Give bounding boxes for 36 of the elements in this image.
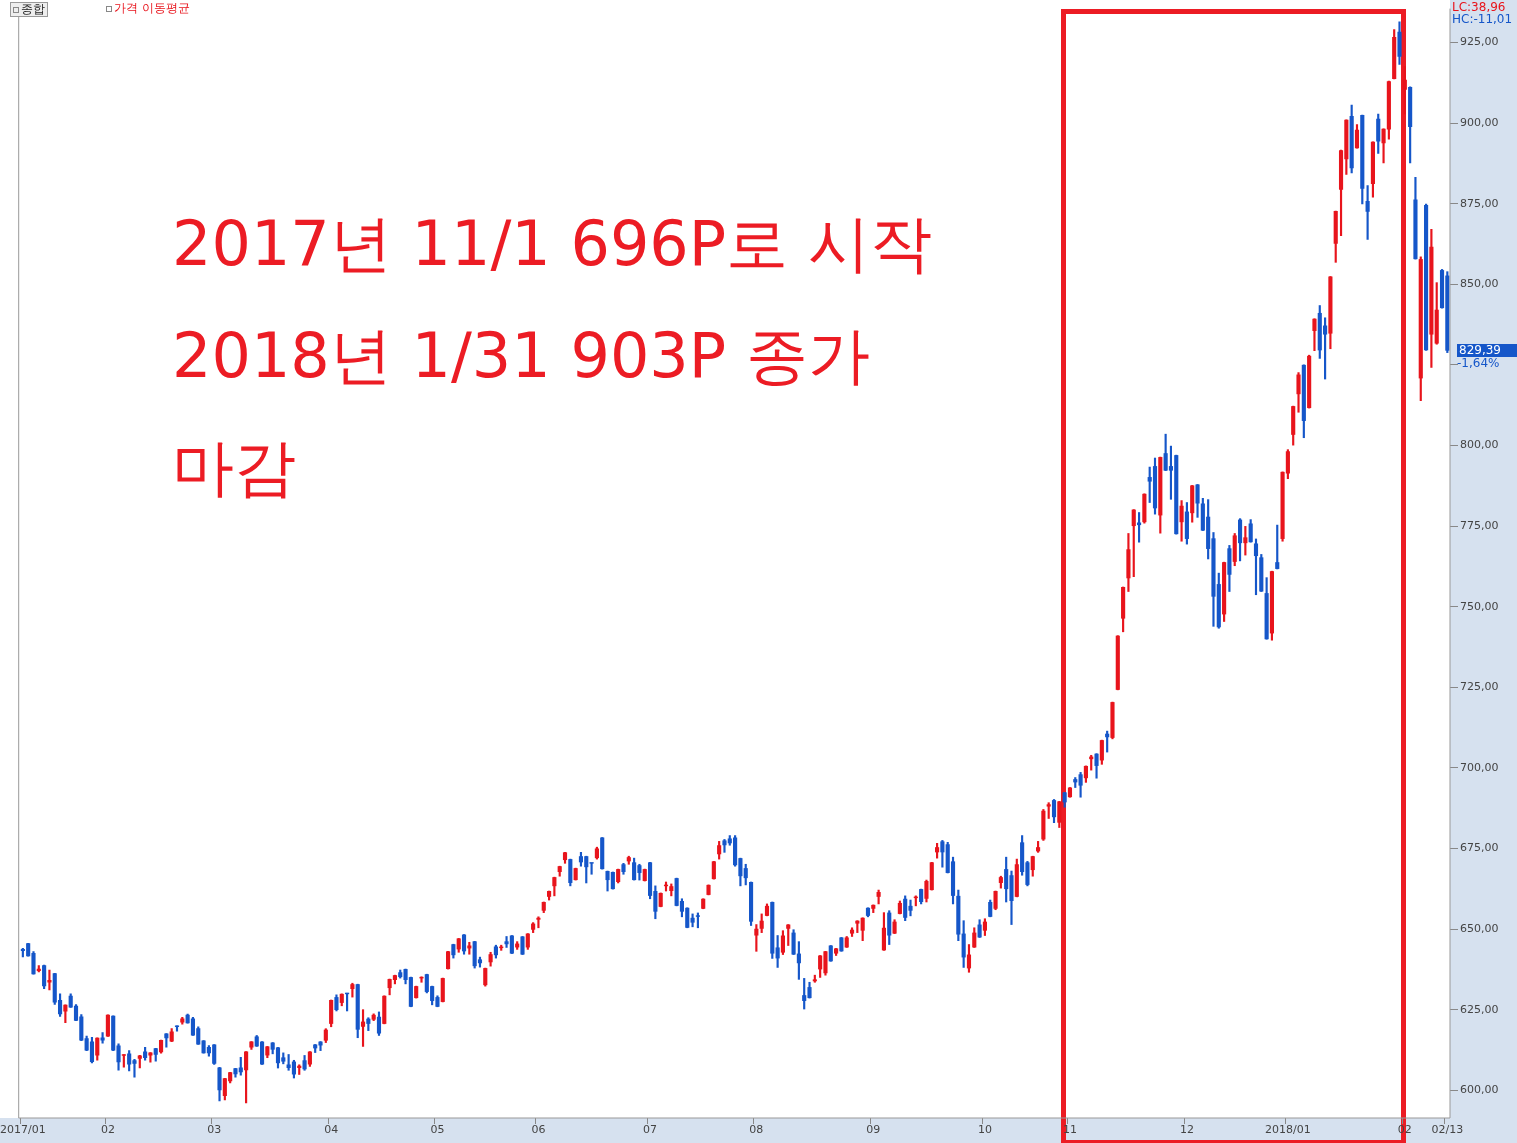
candlestick (536, 916, 541, 929)
candlestick (47, 969, 52, 991)
y-tick-label: 850,00 (1460, 277, 1499, 291)
text: -1,64% (1457, 355, 1500, 370)
y-tick-label: 875,00 (1460, 196, 1499, 210)
x-tick-label: 12 (1179, 1123, 1194, 1137)
x-tick-label: 07 (643, 1123, 658, 1137)
x-tick-label: 2018/01 (1265, 1123, 1311, 1137)
candlestick (1312, 318, 1317, 351)
y-tick-label: 775,00 (1460, 518, 1499, 532)
x-tick-label: 02/13 (1431, 1123, 1464, 1137)
y-tick-label: 625,00 (1460, 1002, 1499, 1016)
y-tick-label: 925,00 (1460, 35, 1499, 49)
x-tick-label: 10 (977, 1123, 992, 1137)
x-tick-label: 04 (324, 1123, 339, 1137)
y-tick-label: 600,00 (1460, 1083, 1499, 1097)
x-tick-label: 08 (749, 1123, 764, 1137)
y-tick-label: 675,00 (1460, 841, 1499, 855)
x-tick-label: 09 (866, 1123, 881, 1137)
annotation: 종합 (21, 2, 45, 16)
annotation: 가격 이동평균 (114, 1, 190, 15)
y-tick-label: 700,00 (1460, 760, 1499, 774)
y-tick-label: 800,00 (1460, 438, 1499, 452)
x-tick-label: 05 (430, 1123, 445, 1137)
y-tick-label: 725,00 (1460, 680, 1499, 694)
y-tick-label: 750,00 (1460, 599, 1499, 613)
x-tick-label: 03 (207, 1123, 222, 1137)
x-tick-label: 2017/01 (0, 1123, 46, 1137)
text: HC:-11,01 (1452, 12, 1513, 26)
y-tick-label: 650,00 (1460, 921, 1499, 935)
annotation: 2017년 11/1 696P로 시작 2018년 1/31 903P 종가 마감 (172, 207, 932, 504)
y-tick-label: 900,00 (1460, 115, 1499, 129)
text: 829,39 (1459, 342, 1501, 357)
x-tick-label: 02 (100, 1123, 115, 1137)
x-tick-label: 06 (531, 1123, 546, 1137)
text: LC:38,96 (1452, 0, 1506, 14)
